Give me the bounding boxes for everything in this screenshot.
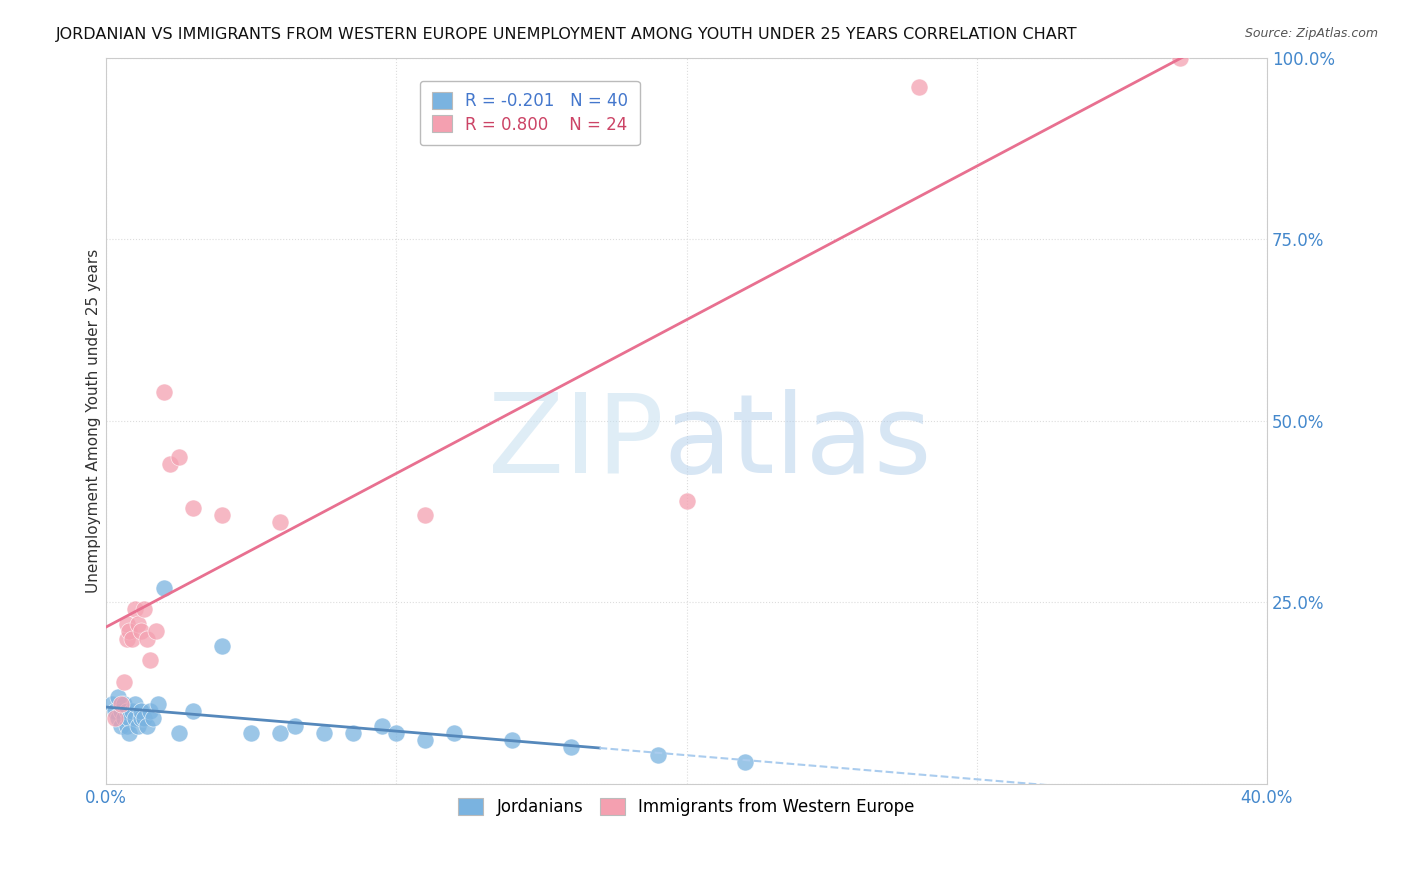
Point xyxy=(107,711,129,725)
Point xyxy=(107,690,129,704)
Point xyxy=(127,719,149,733)
Point xyxy=(148,697,170,711)
Point xyxy=(675,493,697,508)
Point xyxy=(312,726,335,740)
Point xyxy=(415,733,437,747)
Point xyxy=(132,711,155,725)
Point xyxy=(385,726,408,740)
Legend: Jordanians, Immigrants from Western Europe: Jordanians, Immigrants from Western Euro… xyxy=(449,788,925,826)
Point xyxy=(124,711,146,725)
Point xyxy=(129,704,152,718)
Point xyxy=(153,384,176,399)
Y-axis label: Unemployment Among Youth under 25 years: Unemployment Among Youth under 25 years xyxy=(86,249,101,593)
Point xyxy=(104,711,127,725)
Point xyxy=(269,726,291,740)
Point xyxy=(415,508,437,522)
Point xyxy=(115,617,138,632)
Text: atlas: atlas xyxy=(664,389,932,496)
Point xyxy=(132,602,155,616)
Text: ZIP: ZIP xyxy=(488,389,664,496)
Point xyxy=(734,755,756,769)
Point xyxy=(124,602,146,616)
Point xyxy=(110,697,132,711)
Point xyxy=(443,726,465,740)
Point xyxy=(153,581,176,595)
Point xyxy=(142,711,165,725)
Point xyxy=(560,740,582,755)
Point xyxy=(135,719,157,733)
Point xyxy=(118,711,141,725)
Point xyxy=(501,733,523,747)
Point xyxy=(101,697,124,711)
Point xyxy=(112,697,135,711)
Point xyxy=(159,457,181,471)
Text: JORDANIAN VS IMMIGRANTS FROM WESTERN EUROPE UNEMPLOYMENT AMONG YOUTH UNDER 25 YE: JORDANIAN VS IMMIGRANTS FROM WESTERN EUR… xyxy=(56,27,1078,42)
Point xyxy=(181,704,204,718)
Point xyxy=(115,632,138,646)
Point xyxy=(139,653,162,667)
Point xyxy=(269,516,291,530)
Point xyxy=(110,704,132,718)
Point xyxy=(121,704,143,718)
Point xyxy=(167,450,190,464)
Point xyxy=(104,704,127,718)
Point xyxy=(112,675,135,690)
Point xyxy=(115,704,138,718)
Point xyxy=(240,726,263,740)
Point xyxy=(139,704,162,718)
Point xyxy=(110,719,132,733)
Point xyxy=(647,747,669,762)
Point xyxy=(371,719,394,733)
Point xyxy=(167,726,190,740)
Point xyxy=(211,639,233,653)
Point xyxy=(181,500,204,515)
Point xyxy=(1168,51,1191,65)
Point xyxy=(284,719,307,733)
Point xyxy=(118,726,141,740)
Point xyxy=(124,697,146,711)
Point xyxy=(127,617,149,632)
Point xyxy=(907,79,929,94)
Point xyxy=(135,632,157,646)
Point xyxy=(118,624,141,639)
Point xyxy=(121,632,143,646)
Point xyxy=(115,719,138,733)
Point xyxy=(129,711,152,725)
Point xyxy=(211,508,233,522)
Text: Source: ZipAtlas.com: Source: ZipAtlas.com xyxy=(1244,27,1378,40)
Point xyxy=(342,726,364,740)
Point xyxy=(145,624,167,639)
Point xyxy=(129,624,152,639)
Point xyxy=(112,711,135,725)
